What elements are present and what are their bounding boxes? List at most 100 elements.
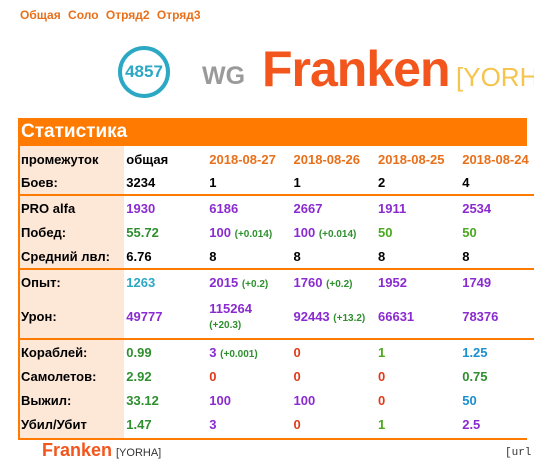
stat-cell: 100 (+0.014) xyxy=(206,220,290,244)
player-name: Franken xyxy=(262,41,451,97)
header-column: 2018-08-25 xyxy=(378,151,445,167)
stat-value: 33.12 xyxy=(126,392,159,408)
stat-label: Кораблей: xyxy=(18,338,124,364)
stat-value: 4 xyxy=(462,174,470,190)
tab-overall[interactable]: Общая xyxy=(20,8,61,22)
stat-cell: 78376 xyxy=(459,294,534,339)
stat-value: 100 xyxy=(209,392,231,408)
stat-cell: 0 xyxy=(290,338,375,364)
stat-value: 1 xyxy=(293,174,301,190)
stat-cell: 6186 xyxy=(206,194,291,220)
stat-cell: 1 xyxy=(375,338,460,364)
stat-value: 1 xyxy=(209,174,217,190)
stat-value: 0.75 xyxy=(462,368,488,384)
stat-value: 2534 xyxy=(462,200,492,216)
stat-cell: 1749 xyxy=(459,268,534,294)
tab-division3[interactable]: Отряд3 xyxy=(156,8,201,22)
stat-cell: 33.12 xyxy=(123,388,206,412)
stat-cell: 8 xyxy=(206,244,290,269)
stat-value: 1760 xyxy=(293,274,323,290)
stat-value: 0 xyxy=(293,416,301,432)
stat-value: 0 xyxy=(209,368,217,384)
stat-value: 2.5 xyxy=(462,416,481,432)
stat-value: 66631 xyxy=(378,308,415,324)
stat-cell: 0 xyxy=(291,364,375,388)
stat-value: 1749 xyxy=(462,274,492,290)
tab-solo[interactable]: Соло xyxy=(68,8,99,22)
stat-value: 100 xyxy=(293,224,316,240)
stat-row: Убил/Убит 1.47 3 0 1 2.5 xyxy=(18,412,534,436)
stat-label: Средний лвл: xyxy=(21,248,110,264)
stat-cell: 49777 xyxy=(123,294,206,339)
stat-value: 50 xyxy=(462,392,477,408)
stat-row: PRO alfa 1930 6186 2667 1911 2534 xyxy=(18,194,534,220)
stat-cell: 2 xyxy=(375,170,459,195)
stat-cell: 2667 xyxy=(290,194,375,220)
stat-cell: 0.99 xyxy=(123,338,207,364)
stat-cell: 8 xyxy=(291,244,375,269)
stat-value: 49777 xyxy=(126,308,163,324)
player-header: 4857 WG Franken [YORH xyxy=(0,36,534,116)
stat-cell: 66631 xyxy=(375,294,459,339)
stat-cell: 2.5 xyxy=(459,412,534,436)
stat-label: Выжил: xyxy=(21,392,72,408)
stat-cell: 1911 xyxy=(375,194,460,220)
stat-cell: 3 (+0.001) xyxy=(206,338,291,364)
stat-value: 55.72 xyxy=(126,224,159,240)
stat-delta: (+0.001) xyxy=(220,348,258,360)
stat-value: 1.47 xyxy=(126,416,152,432)
stat-value: 1263 xyxy=(126,274,156,290)
url-link[interactable]: [url xyxy=(505,447,532,459)
stat-value: 78376 xyxy=(462,308,499,324)
header-period-label: промежуток xyxy=(21,151,99,167)
stat-value: 1930 xyxy=(126,200,156,216)
stat-value: 3 xyxy=(209,344,217,360)
stat-row: Средний лвл: 6.76 8 8 8 8 xyxy=(18,244,534,269)
stat-value: 92443 xyxy=(293,308,330,324)
stat-cell: 2.92 xyxy=(123,364,206,388)
stat-cell: 1 xyxy=(375,412,459,436)
stat-row: Побед: 55.72 100 (+0.014) 100 (+0.014) 50 50 xyxy=(18,220,534,244)
stat-cell: 0 xyxy=(291,412,375,436)
stat-delta: (+0.014) xyxy=(318,228,357,240)
stat-cell: 100 xyxy=(291,388,375,412)
stat-cell: 50 xyxy=(375,220,459,244)
stat-value: 3 xyxy=(209,416,217,432)
stat-cell: 4 xyxy=(459,170,534,195)
stat-label: PRO alfa xyxy=(18,194,124,220)
stat-label: Опыт: xyxy=(18,268,124,294)
stat-value: 8 xyxy=(293,248,301,264)
stat-cell: 0 xyxy=(375,364,459,388)
stat-value: 50 xyxy=(462,224,477,240)
stat-cell: 115264 (+20.3) xyxy=(206,294,290,339)
stat-cell: 2015 (+0.2) xyxy=(206,268,291,294)
stat-value: 8 xyxy=(378,248,386,264)
stat-cell: 50 xyxy=(459,388,534,412)
stat-delta: (+0.014) xyxy=(234,228,273,240)
section-title: Статистика xyxy=(18,118,527,146)
stat-cell: 3234 xyxy=(123,170,206,195)
stat-delta: (+20.3) xyxy=(209,320,242,331)
header-column: общая xyxy=(126,151,169,167)
stat-cell: 1.25 xyxy=(459,338,534,364)
stat-cell: 50 xyxy=(459,220,534,244)
stat-cell: 55.72 xyxy=(123,220,206,244)
stat-cell: 100 xyxy=(206,388,290,412)
stat-value: 0.99 xyxy=(126,344,152,360)
rating-badge: 4857 xyxy=(118,46,170,98)
stat-value: 1 xyxy=(378,344,386,360)
stat-cell: 92443 (+13.2) xyxy=(291,294,375,339)
clan-tag: WG xyxy=(202,62,246,90)
stat-cell: 3 xyxy=(206,412,290,436)
mode-tabs: Общая Соло Отряд2 Отряд3 xyxy=(20,8,205,22)
stat-cell: 1952 xyxy=(375,268,460,294)
stat-value: 2 xyxy=(378,174,386,190)
stat-cell: 1.47 xyxy=(123,412,206,436)
stat-cell: 8 xyxy=(375,244,459,269)
stat-value: 115264 xyxy=(209,301,252,316)
stat-delta: (+0.2) xyxy=(241,278,269,290)
stat-delta: (+13.2) xyxy=(333,312,366,324)
tab-division2[interactable]: Отряд2 xyxy=(105,8,150,22)
stat-cell: 1760 (+0.2) xyxy=(290,268,375,294)
header-column: 2018-08-24 xyxy=(462,151,529,167)
